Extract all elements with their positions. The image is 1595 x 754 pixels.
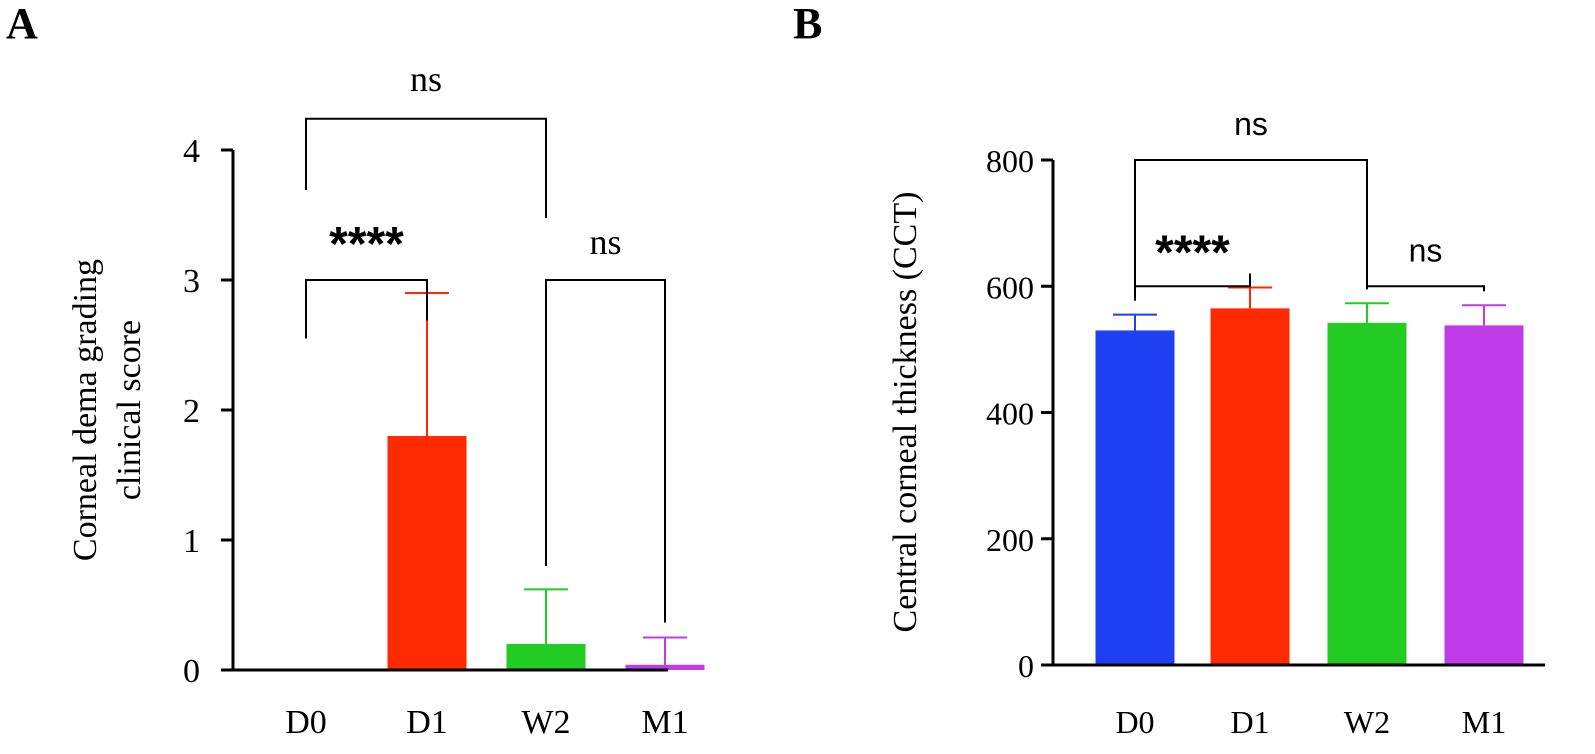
panel-b-plot: 0 200 400 600 800 D0 D1 W2 M1 Central corneal thi… bbox=[887, 106, 1545, 740]
panel-b-y-tick-label-200: 200 bbox=[986, 522, 1034, 558]
panel-b-significance-label-3: ns bbox=[1409, 232, 1443, 268]
panel-a-letter: A bbox=[6, 0, 38, 48]
panel-b-significance-label-1: ns bbox=[1234, 106, 1268, 142]
panel-a-significance-bracket-3 bbox=[545, 279, 666, 623]
panel-a-significance-bracket-line-1 bbox=[305, 117, 547, 219]
panel-a-x-tick-label-m1: M1 bbox=[641, 704, 688, 741]
panel-b-y-tick-label-600: 600 bbox=[986, 269, 1034, 305]
panel-b-significance-bracket-2 bbox=[1134, 273, 1251, 301]
panel-b-x-tick-label-d0: D0 bbox=[1115, 704, 1154, 740]
panel-b-significance-bracket-line-1 bbox=[1134, 159, 1368, 301]
panel-b-bar-d1 bbox=[1210, 308, 1290, 665]
panel-a-significance-label-3: ns bbox=[589, 222, 621, 262]
panel-a-y-tick-label-1: 1 bbox=[183, 523, 200, 560]
panel-b-error-bar-w2 bbox=[1345, 302, 1389, 323]
panel-a-significance-bracket-line-3 bbox=[545, 279, 666, 623]
panel-b-bar-d0 bbox=[1095, 330, 1175, 665]
panel-a-bar-w2 bbox=[506, 644, 586, 670]
panel-b-error-bar-d0 bbox=[1113, 313, 1157, 331]
panel-a-x-tick-label-w2: W2 bbox=[521, 704, 570, 741]
panel-a-y-axis-title: Corneal dema grading clinical score bbox=[67, 259, 148, 561]
panel-a-plot: 0 1 2 3 4 D0 D1 W2 M1 Corneal dema grading clinica… bbox=[67, 59, 705, 741]
panel-a-significance-label-1: ns bbox=[410, 59, 442, 99]
panel-b-bar-m1 bbox=[1444, 325, 1524, 665]
panel-a-significance-label-2: **** bbox=[329, 218, 404, 271]
panel-a-y-axis-title-line-2: clinical score bbox=[111, 320, 148, 500]
panel-b-significance-label-2: **** bbox=[1155, 226, 1230, 279]
panel-b-x-tick-label-w2: W2 bbox=[1344, 704, 1390, 740]
panel-b-y-tick-label-0: 0 bbox=[1018, 648, 1034, 684]
panel-a-error-bar-w2 bbox=[524, 588, 568, 644]
panel-a-y-tick-label-4: 4 bbox=[183, 133, 200, 170]
panel-a-y-axis-title-line-1: Corneal dema grading bbox=[67, 259, 104, 561]
panel-b-significance-bracket-line-2 bbox=[1134, 273, 1251, 301]
panel-b-error-bar-d1 bbox=[1228, 286, 1272, 309]
panel-b-significance-bracket-1 bbox=[1134, 159, 1368, 301]
panel-a: A 0 1 2 3 4 D0 D1 W2 M1 Corneal dema grading clini… bbox=[6, 0, 705, 741]
panel-b-x-tick-label-d1: D1 bbox=[1230, 704, 1269, 740]
panel-b-error-bar-m1 bbox=[1462, 304, 1506, 326]
panel-b-y-tick-label-400: 400 bbox=[986, 396, 1034, 432]
panel-b-bar-w2 bbox=[1327, 322, 1407, 665]
panel-b: B 0 200 400 600 800 D0 D1 W2 M1 Central corneal t… bbox=[793, 0, 1545, 740]
panel-b-y-axis-title: Central corneal thickness (CCT) bbox=[887, 192, 924, 633]
panel-a-y-tick-label-0: 0 bbox=[183, 653, 200, 690]
panel-a-error-bar-m1 bbox=[643, 636, 687, 665]
panel-b-y-tick-label-800: 800 bbox=[986, 143, 1034, 179]
panel-b-letter: B bbox=[793, 0, 822, 48]
panel-a-y-tick-label-3: 3 bbox=[183, 263, 200, 300]
panel-a-significance-bracket-line-2 bbox=[305, 279, 428, 339]
panel-b-x-tick-label-m1: M1 bbox=[1462, 704, 1506, 740]
panel-a-bar-d1 bbox=[387, 436, 467, 670]
panel-a-significance-bracket-1 bbox=[305, 117, 547, 219]
panel-b-significance-bracket-line-3 bbox=[1366, 285, 1485, 292]
panel-b-significance-bracket-3 bbox=[1366, 285, 1485, 292]
panel-a-x-tick-label-d0: D0 bbox=[285, 704, 327, 741]
panel-a-bar-m1 bbox=[625, 664, 705, 670]
panel-a-x-tick-label-d1: D1 bbox=[406, 704, 448, 741]
panel-a-significance-bracket-2 bbox=[305, 279, 428, 339]
panel-a-y-tick-label-2: 2 bbox=[183, 393, 200, 430]
